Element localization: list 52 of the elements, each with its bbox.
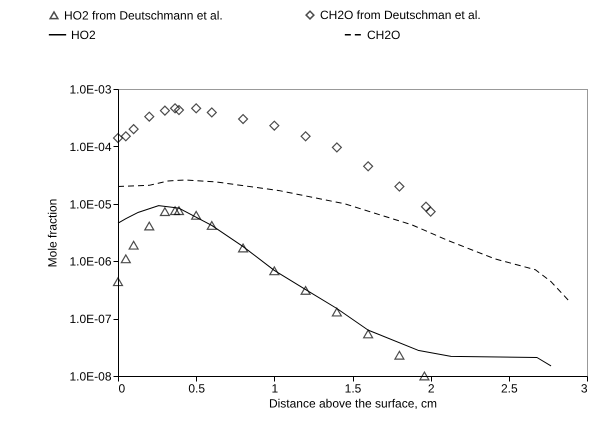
point (191, 210, 202, 220)
point (160, 207, 170, 216)
y-tick-label: 1.0E-07 (69, 312, 112, 326)
point (394, 181, 404, 192)
point (112, 277, 124, 286)
point (170, 206, 180, 216)
legend-label: CH2O from Deutschman et al. (320, 8, 481, 22)
point (238, 244, 248, 252)
y-tick-label: 1.0E-08 (69, 370, 112, 384)
legend-label: HO2 (71, 28, 96, 42)
point (269, 266, 280, 276)
x-tick-label: 2.5 (500, 382, 518, 396)
legend-label: CH2O (367, 28, 400, 42)
x-tick-label: 1.5 (344, 382, 362, 396)
point (394, 350, 404, 360)
x-tick-label: 1 (271, 382, 278, 396)
point (300, 286, 311, 295)
point (174, 104, 184, 116)
point (238, 114, 248, 124)
point (426, 206, 436, 217)
y-axis-title: Mole fraction (45, 198, 60, 268)
point (269, 120, 280, 131)
point (300, 131, 311, 142)
point (363, 161, 374, 172)
y-tick-label: 1.0E-04 (69, 140, 112, 154)
point (144, 112, 154, 122)
point (363, 329, 374, 338)
y-tick-label: 1.0E-05 (69, 197, 112, 212)
x-tick-label: 2 (428, 382, 435, 396)
point (206, 220, 217, 230)
point (420, 202, 432, 212)
x-tick-label: 3 (580, 382, 588, 396)
point (120, 131, 131, 142)
x-tick-label: 0.5 (188, 382, 206, 396)
point (206, 107, 217, 118)
point (128, 124, 139, 134)
point (128, 240, 139, 250)
point (419, 372, 430, 380)
point (191, 103, 202, 114)
legend-label: HO2 from Deutschmann et al. (64, 8, 223, 22)
point (332, 142, 342, 152)
x-axis-title: Distance above the surface, cm (268, 396, 438, 410)
y-tick-label: 1.0E-06 (69, 254, 112, 269)
point (160, 106, 170, 116)
point (112, 132, 124, 144)
point (332, 308, 342, 317)
x-tick-label: 0 (118, 382, 126, 396)
point (174, 206, 184, 216)
y-tick-label: 1.0E-03 (69, 82, 112, 96)
point (144, 222, 154, 230)
point (170, 103, 180, 114)
point (120, 254, 131, 264)
